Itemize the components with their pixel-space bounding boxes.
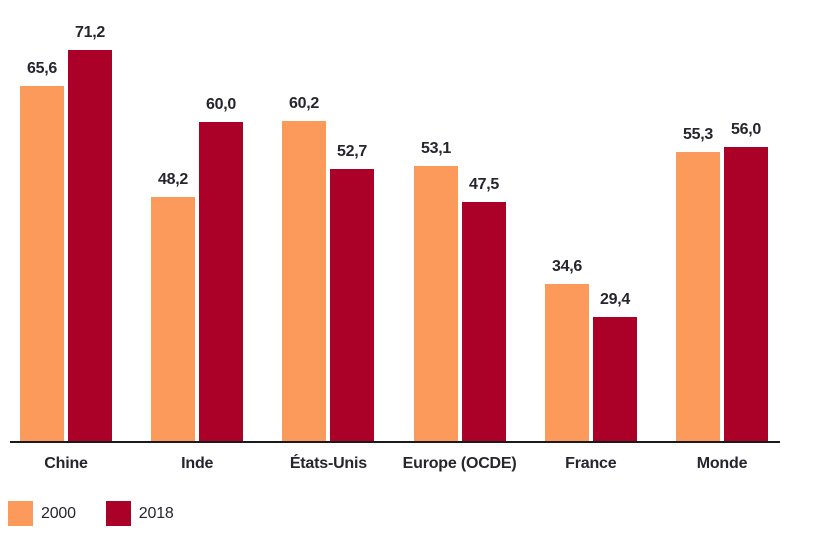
legend-item-2000: 2000 [8,501,76,526]
bar-2018 [199,122,243,443]
value-label: 60,0 [206,96,236,113]
legend-label: 2000 [41,505,76,522]
bar-2000 [151,197,195,443]
x-axis-line [10,441,780,443]
bar-2018 [68,50,112,443]
value-label: 55,3 [683,126,713,143]
bar-2000 [414,166,458,443]
category-label: France [565,455,617,472]
value-label: 48,2 [158,171,188,188]
category-label: États-Unis [289,455,367,472]
value-label: 34,6 [552,258,582,275]
category-label: Inde [181,455,214,472]
bar-2018 [593,317,637,443]
value-label: 71,2 [75,24,105,41]
bar-2018 [724,147,768,443]
legend: 2000 2018 [8,501,204,526]
value-label: 65,6 [27,60,57,77]
category-label: Chine [44,455,88,472]
category-label: Monde [696,455,748,472]
category-label: Europe (OCDE) [402,455,517,472]
value-label: 53,1 [421,140,451,157]
bar-2000 [20,86,64,443]
value-label: 56,0 [731,121,761,138]
value-label: 60,2 [289,95,319,112]
value-label: 29,4 [600,291,630,308]
value-label: 47,5 [469,176,499,193]
legend-swatch [8,501,33,526]
legend-item-2018: 2018 [105,501,174,526]
bar-2000 [545,284,589,443]
value-label: 52,7 [337,143,367,160]
bar-2018 [330,169,374,443]
legend-swatch [105,501,131,526]
legend-label: 2018 [138,505,174,522]
bar-2000 [676,152,720,443]
bar-2018 [462,202,506,443]
bar-2000 [282,121,326,443]
